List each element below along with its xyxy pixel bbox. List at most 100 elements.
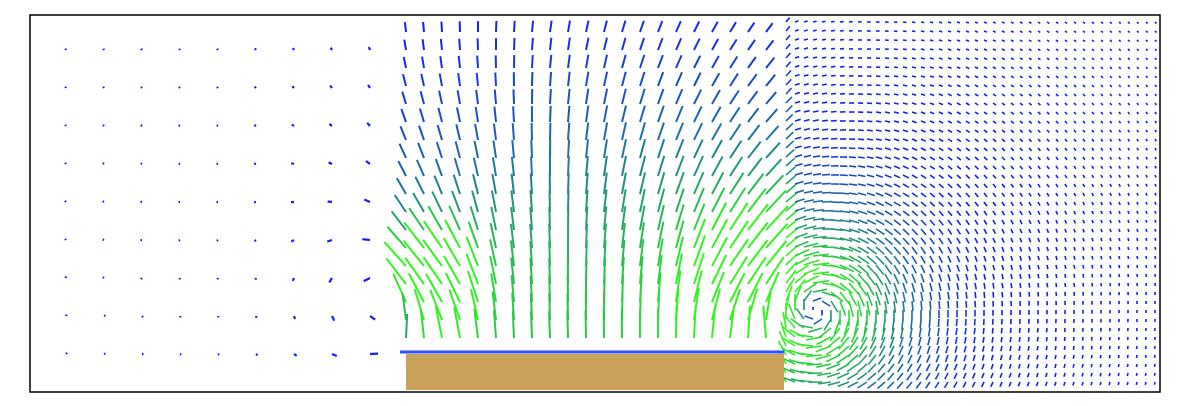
vector-arrow [470,288,479,321]
vector-arrow [1118,219,1121,224]
vector-arrow [875,219,885,226]
vector-arrow [893,129,900,133]
vector-arrow [785,148,795,158]
vector-arrow [443,255,461,285]
vector-arrow [1136,246,1139,251]
vector-arrow [902,138,909,142]
vector-arrow [1073,156,1077,161]
vector-arrow [401,293,407,321]
vector-arrow [657,204,665,231]
vector-arrow [830,255,846,261]
vector-arrow [1109,84,1113,88]
vector-arrow [1010,282,1013,289]
vector-arrow [902,237,910,246]
vector-arrow [884,264,893,275]
vector-arrow [489,255,497,285]
vector-arrow [422,256,443,285]
vector-arrow [980,381,985,388]
vector-arrow [812,146,820,149]
vector-arrow [803,56,809,59]
vector-arrow [1019,21,1023,25]
vector-arrow [585,88,590,105]
vector-arrow [875,282,883,296]
vector-arrow [1136,264,1139,269]
vector-arrow [1091,228,1094,233]
vector-arrow [585,139,589,159]
vector-arrow [1127,210,1130,215]
vector-arrow [400,108,407,123]
vector-arrow [884,210,893,216]
vector-arrow [956,174,962,180]
vector-arrow [866,264,877,276]
vector-arrow [884,102,890,105]
vector-arrow [929,57,934,60]
vector-arrow [1099,354,1102,359]
vector-arrow [974,228,979,235]
vector-arrow [1046,273,1049,279]
vector-arrow [974,21,979,24]
vector-arrow [1127,192,1130,197]
vector-arrow [830,291,844,303]
vector-arrow [1028,84,1033,88]
vector-arrow [830,110,837,113]
vector-arrow [875,201,885,207]
vector-arrow [1001,75,1006,79]
vector-arrow [1028,246,1032,252]
vector-arrow [1136,102,1140,106]
vector-arrow [1145,165,1148,169]
vector-arrow [420,73,425,87]
vector-arrow [794,29,799,32]
vector-arrow [1127,120,1131,124]
vector-arrow [1026,381,1030,387]
vector-arrow [457,55,461,69]
vector-arrow [253,239,257,242]
vector-arrow [1064,282,1067,288]
vector-arrow [1046,156,1050,161]
vector-arrow [1010,237,1014,243]
vector-arrow [621,20,627,33]
vector-arrow [765,125,780,141]
vector-arrow [821,191,832,194]
vector-arrow [1100,57,1104,61]
vector-arrow [875,237,885,245]
vector-arrow [794,118,801,122]
vector-arrow [812,47,818,50]
vector-arrow [1001,291,1004,298]
vector-arrow [812,92,819,95]
vector-arrow [929,174,936,180]
vector-arrow [938,102,944,106]
vector-arrow [729,73,739,87]
vector-arrow [848,255,862,264]
vector-arrow [1153,363,1156,367]
vector-arrow [884,93,890,96]
vector-arrow [947,273,951,282]
vector-arrow [1109,183,1113,188]
vector-arrow [906,363,913,373]
vector-arrow [1019,111,1024,115]
vector-arrow [1019,237,1023,243]
vector-arrow [1118,75,1122,79]
vector-arrow [992,156,997,161]
vector-arrow [1154,147,1157,151]
vector-arrow [675,220,685,249]
vector-arrow [1118,84,1122,88]
vector-arrow [395,177,407,195]
vector-arrow [877,354,886,365]
vector-arrow [456,107,461,123]
vector-arrow [893,138,900,142]
vector-arrow [585,105,590,123]
vector-arrow [902,228,910,236]
vector-arrow [780,321,787,338]
vector-arrow [1063,345,1066,351]
vector-arrow [1082,21,1086,25]
vector-arrow [947,147,953,152]
vector-arrow [911,228,919,236]
vector-arrow [65,352,68,355]
vector-arrow [729,140,743,159]
vector-arrow [1091,192,1095,197]
vector-arrow [1046,39,1050,43]
vector-arrow [675,236,684,267]
vector-arrow [1063,354,1066,360]
vector-arrow [836,345,850,357]
vector-arrow [947,21,952,24]
